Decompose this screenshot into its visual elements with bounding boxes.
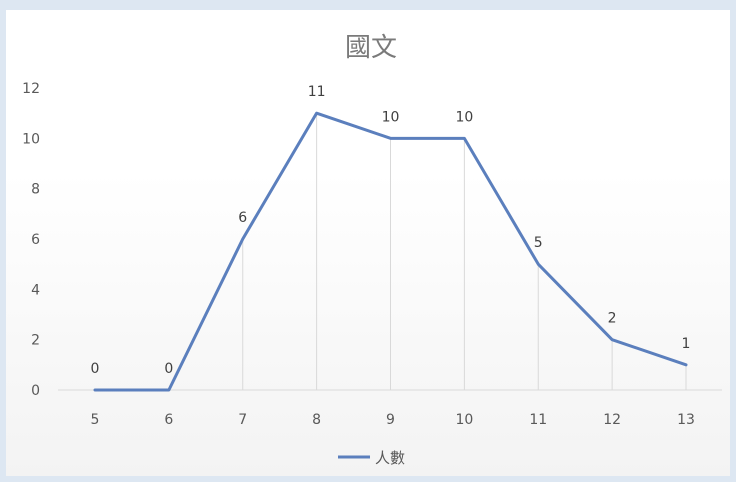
data-label: 1 [682,336,691,352]
y-tick-label: 12 [22,81,40,97]
y-tick-label: 4 [31,282,40,298]
x-tick-label: 5 [91,412,100,428]
legend-label: 人數 [375,449,405,467]
y-tick-label: 10 [22,131,40,147]
data-label: 10 [455,109,473,125]
x-tick-label: 6 [164,412,173,428]
series-line [93,111,688,392]
legend: 人數 [338,449,405,467]
y-axis: 0 2 4 6 8 10 12 [22,81,40,399]
x-tick-label: 9 [386,412,395,428]
y-tick-label: 8 [31,182,40,198]
x-axis: 5 6 7 8 9 10 11 12 13 [58,389,722,428]
y-tick-label: 2 [31,333,40,349]
x-tick-label: 8 [312,412,321,428]
x-tick-label: 13 [677,412,695,428]
data-label: 10 [382,109,400,125]
data-labels: 0 0 6 11 10 10 5 2 1 [91,84,691,377]
series-group [93,111,688,392]
x-tick-label: 12 [603,412,621,428]
drop-lines [242,113,687,390]
data-label: 11 [308,84,326,100]
data-label: 6 [238,210,247,226]
y-tick-label: 6 [31,232,40,248]
chart-panel [6,10,730,476]
data-label: 0 [91,361,100,377]
x-tick-label: 7 [238,412,247,428]
x-tick-label: 11 [529,412,547,428]
data-label: 5 [534,235,543,251]
data-label: 2 [608,311,617,327]
y-tick-label: 0 [31,383,40,399]
x-tick-label: 10 [455,412,473,428]
chart-title: 國文 [345,33,397,63]
data-label: 0 [164,361,173,377]
